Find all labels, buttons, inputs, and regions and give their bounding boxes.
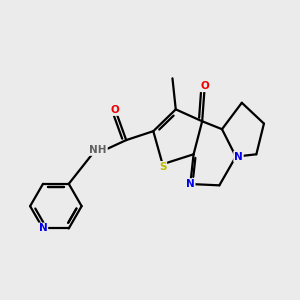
- Text: O: O: [110, 105, 119, 115]
- Text: S: S: [159, 162, 166, 172]
- Text: N: N: [234, 152, 243, 162]
- Text: O: O: [201, 81, 209, 91]
- Text: NH: NH: [89, 145, 107, 155]
- Text: N: N: [39, 224, 47, 233]
- Text: N: N: [186, 179, 195, 189]
